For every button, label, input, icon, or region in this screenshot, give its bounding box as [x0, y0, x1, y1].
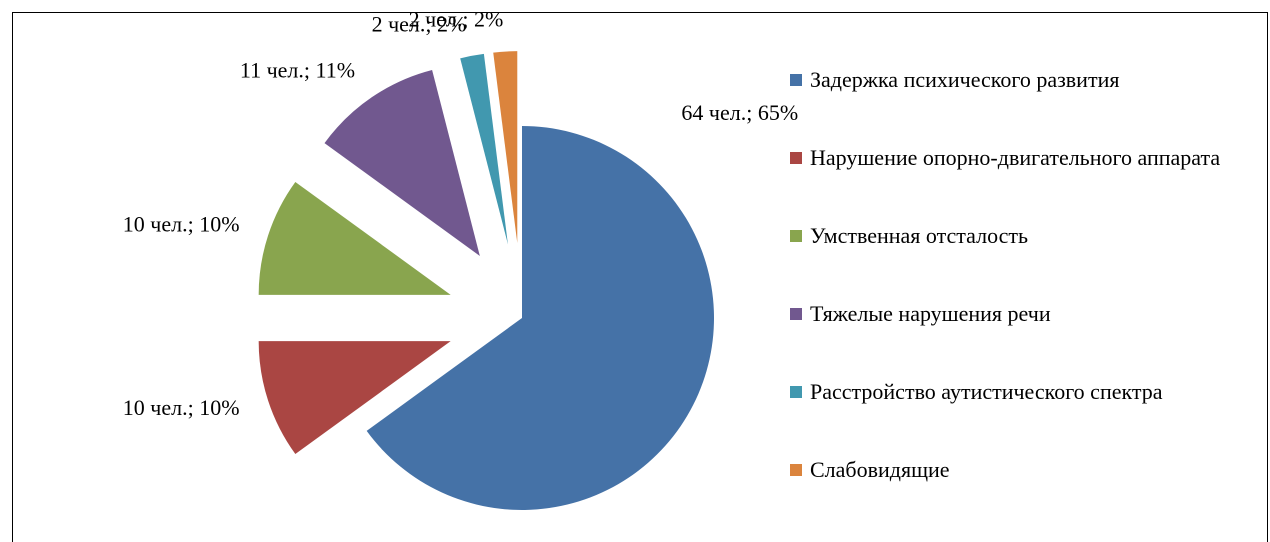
legend-label: Задержка психического развития — [810, 67, 1120, 92]
data-label: 64 чел.; 65% — [681, 100, 798, 125]
legend-swatch — [790, 74, 802, 86]
legend-item: Задержка психического развития — [790, 64, 1260, 142]
data-label: 10 чел.; 10% — [123, 211, 240, 236]
data-label: 2 чел.; 2% — [372, 11, 467, 36]
data-label: 2 чел.; 2% — [409, 7, 504, 32]
pie-slice — [460, 53, 508, 245]
legend-item: Слабовидящие — [790, 454, 1260, 532]
legend-swatch — [790, 152, 802, 164]
legend-item: Умственная отсталость — [790, 220, 1260, 298]
pie-slice — [493, 51, 518, 244]
legend-swatch — [790, 464, 802, 476]
legend-swatch — [790, 308, 802, 320]
legend-label: Нарушение опорно-двигательного аппарата — [810, 145, 1221, 170]
data-label: 10 чел.; 10% — [123, 395, 240, 420]
pie-slice — [324, 70, 480, 256]
legend-label: Тяжелые нарушения речи — [810, 301, 1051, 326]
legend-item: Нарушение опорно-двигательного аппарата — [790, 142, 1260, 220]
pie-slice — [258, 341, 451, 455]
legend: Задержка психического развития Нарушение … — [790, 64, 1260, 532]
pie-slice — [258, 181, 451, 295]
pie-slice — [366, 126, 714, 510]
data-label: 11 чел.; 11% — [240, 57, 355, 82]
legend-item: Тяжелые нарушения речи — [790, 298, 1260, 376]
legend-label: Расстройство аутистического спектра — [810, 379, 1163, 404]
legend-swatch — [790, 230, 802, 242]
chart-frame — [12, 12, 1268, 542]
legend-item: Расстройство аутистического спектра — [790, 376, 1260, 454]
legend-swatch — [790, 386, 802, 398]
legend-label: Слабовидящие — [810, 457, 950, 482]
legend-label: Умственная отсталость — [810, 223, 1029, 248]
